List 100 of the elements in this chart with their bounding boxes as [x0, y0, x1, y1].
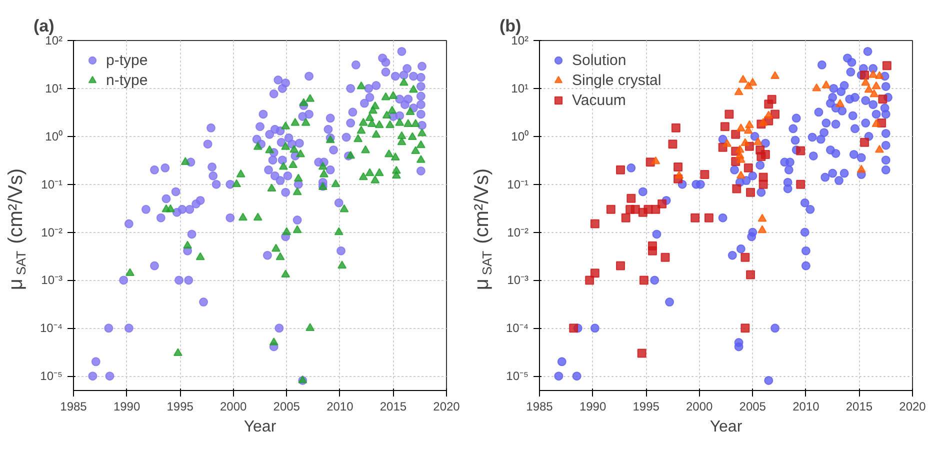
- legend-label: Single crystal: [572, 72, 662, 88]
- point: [660, 252, 670, 262]
- x-tick-label: 1985: [60, 400, 88, 414]
- y-tick-label: 10²: [45, 34, 63, 48]
- point: [616, 165, 625, 174]
- point: [626, 194, 636, 203]
- point: [758, 225, 767, 234]
- legend-label: Vacuum: [572, 92, 626, 108]
- y-tick-label: 10⁻²: [507, 225, 529, 240]
- y-axis-title: μSAT (cm²/Vs): [4, 168, 28, 290]
- x-tick-label: 1995: [632, 400, 660, 414]
- point: [736, 124, 746, 132]
- point: [740, 252, 750, 262]
- legend-label: Solution: [572, 52, 626, 68]
- point: [746, 188, 756, 197]
- point: [868, 70, 878, 78]
- point: [744, 81, 753, 90]
- point: [621, 213, 630, 222]
- point: [569, 324, 578, 333]
- x-tick-label: 1990: [579, 400, 606, 414]
- x-tick-label: 2005: [273, 400, 300, 414]
- point: [870, 89, 879, 98]
- legend-label: p-type: [106, 52, 148, 68]
- point: [746, 270, 756, 280]
- point: [764, 110, 774, 119]
- y-tick-label: 10⁻¹: [41, 177, 63, 192]
- point: [764, 100, 774, 109]
- y-tick-label: 10²: [511, 34, 529, 48]
- y-axis-title: μSAT (cm²/Vs): [470, 168, 494, 290]
- y-tick-label: 10⁻⁴: [40, 321, 63, 336]
- point: [770, 110, 780, 119]
- point: [671, 123, 680, 132]
- y-tick-label: 10⁻³: [41, 273, 63, 288]
- point: [724, 110, 734, 119]
- point: [651, 204, 660, 214]
- point: [704, 213, 714, 222]
- point: [861, 78, 870, 86]
- point: [734, 87, 744, 96]
- y-tick-label: 10⁻⁵: [506, 369, 529, 384]
- point: [590, 268, 600, 278]
- x-axis-title: Year: [244, 418, 277, 436]
- point: [740, 138, 750, 146]
- point: [616, 261, 625, 270]
- point: [637, 348, 646, 358]
- x-tick-label: 1990: [113, 400, 140, 414]
- point: [882, 61, 892, 70]
- x-tick-label: 2015: [846, 400, 873, 414]
- point: [648, 246, 657, 256]
- x-tick-label: 2020: [899, 400, 926, 414]
- y-tick-label: 10¹: [45, 81, 63, 96]
- point: [735, 144, 744, 153]
- chart-title: (b): [500, 16, 522, 36]
- point: [585, 276, 594, 285]
- point: [874, 144, 884, 153]
- point: [860, 138, 870, 147]
- point: [878, 94, 888, 104]
- point: [812, 83, 822, 92]
- point: [668, 140, 678, 149]
- point: [744, 126, 753, 134]
- point: [872, 81, 881, 90]
- x-tick-label: 1995: [166, 400, 194, 414]
- point: [590, 219, 600, 228]
- point: [758, 180, 768, 189]
- x-tick-label: 2010: [792, 400, 820, 414]
- point: [856, 164, 866, 173]
- legend-label: n-type: [106, 72, 148, 88]
- point: [758, 118, 768, 126]
- point: [758, 214, 767, 222]
- point: [874, 71, 884, 80]
- point: [732, 184, 742, 194]
- point: [740, 324, 750, 333]
- point: [738, 74, 748, 83]
- point: [651, 156, 660, 164]
- y-tick-label: 10⁻⁴: [506, 321, 529, 336]
- x-tick-label: 2015: [380, 400, 407, 414]
- y-tick-label: 10⁰: [45, 129, 63, 144]
- x-tick-label: 2005: [739, 400, 766, 414]
- x-tick-label: 1985: [526, 400, 554, 414]
- point: [722, 138, 732, 147]
- y-tick-label: 10⁻⁵: [40, 369, 63, 384]
- point: [674, 170, 684, 179]
- point: [630, 204, 640, 214]
- chart-title: (a): [34, 16, 54, 36]
- y-tick-label: 10¹: [511, 81, 529, 96]
- point: [744, 163, 753, 172]
- x-axis-title: Year: [710, 418, 743, 436]
- y-tick-label: 10⁰: [511, 129, 529, 144]
- y-tick-label: 10⁻³: [507, 273, 529, 288]
- point: [753, 137, 762, 146]
- point: [700, 170, 710, 180]
- y-tick-label: 10⁻²: [41, 225, 63, 240]
- point: [639, 276, 648, 285]
- point: [822, 80, 831, 88]
- point: [836, 99, 845, 107]
- point: [796, 180, 806, 189]
- point: [756, 152, 766, 162]
- y-tick-label: 10⁻¹: [507, 177, 529, 192]
- point: [860, 70, 870, 80]
- point: [736, 170, 746, 179]
- point: [674, 162, 683, 172]
